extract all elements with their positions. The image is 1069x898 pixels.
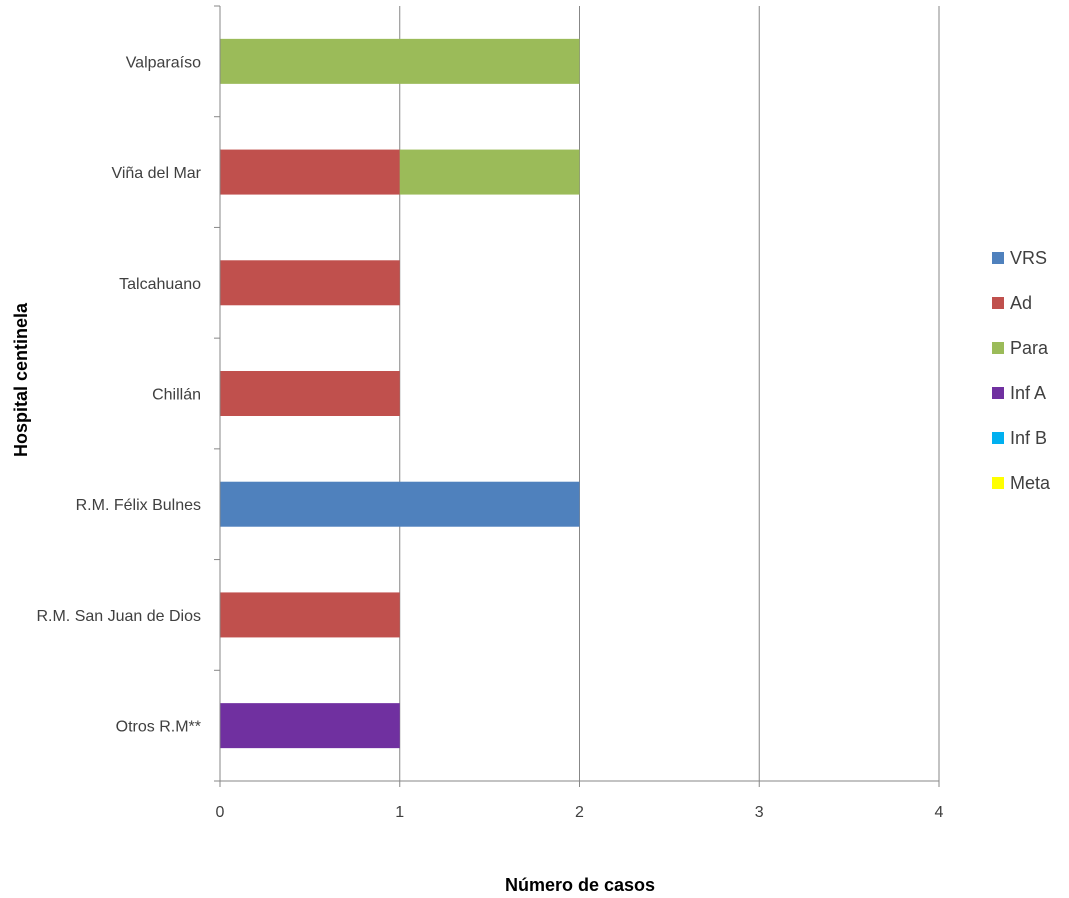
legend-label: VRS bbox=[1010, 248, 1047, 268]
x-tick-label: 3 bbox=[755, 804, 764, 821]
y-axis-title: Hospital centinela bbox=[11, 302, 31, 457]
axes bbox=[214, 5, 940, 787]
category-label: Talcahuano bbox=[119, 276, 201, 293]
legend-label: Inf B bbox=[1010, 428, 1047, 448]
bar-segment bbox=[220, 260, 400, 306]
category-label: R.M. San Juan de Dios bbox=[36, 608, 201, 625]
legend-swatch bbox=[992, 297, 1004, 309]
category-label: R.M. Félix Bulnes bbox=[76, 497, 201, 514]
category-label: Valparaíso bbox=[126, 54, 201, 71]
legend: VRS Ad Para Inf A Inf B Meta bbox=[992, 248, 1051, 493]
legend-label: Inf A bbox=[1010, 383, 1046, 403]
legend-label: Ad bbox=[1010, 293, 1032, 313]
gridlines bbox=[399, 6, 940, 781]
x-tick-label: 1 bbox=[395, 804, 404, 821]
bar-segment bbox=[220, 149, 400, 195]
legend-swatch bbox=[992, 432, 1004, 444]
bar-segment bbox=[399, 149, 580, 195]
category-label: Chillán bbox=[152, 387, 201, 404]
x-tick-labels: 0 1 2 3 4 bbox=[216, 804, 944, 821]
legend-swatch bbox=[992, 342, 1004, 354]
bars bbox=[220, 38, 580, 749]
category-label: Otros R.M** bbox=[116, 719, 201, 736]
legend-swatch bbox=[992, 477, 1004, 489]
category-label: Viña del Mar bbox=[111, 165, 201, 182]
legend-label: Meta bbox=[1010, 473, 1051, 493]
bar-segment bbox=[220, 38, 580, 84]
legend-label: Para bbox=[1010, 338, 1049, 358]
bar-segment bbox=[220, 703, 400, 749]
x-axis-title: Número de casos bbox=[505, 875, 655, 895]
bar-segment bbox=[220, 371, 400, 416]
category-labels: Valparaíso Viña del Mar Talcahuano Chillán R… bbox=[36, 54, 201, 735]
x-tick-label: 4 bbox=[935, 804, 944, 821]
x-tick-label: 0 bbox=[216, 804, 225, 821]
legend-swatch bbox=[992, 252, 1004, 264]
bar-segment bbox=[220, 592, 400, 638]
legend-swatch bbox=[992, 387, 1004, 399]
bar-segment bbox=[220, 481, 580, 527]
x-tick-label: 2 bbox=[575, 804, 584, 821]
